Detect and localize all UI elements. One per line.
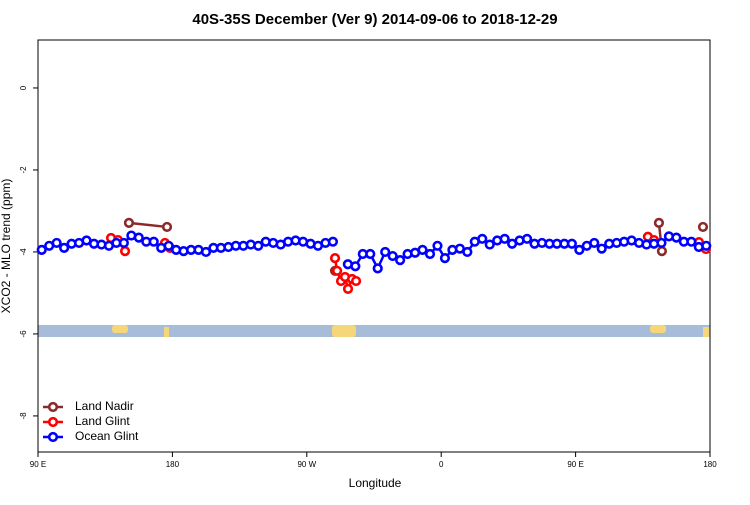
land-patch [112, 325, 128, 333]
data-point [432, 240, 443, 251]
y-tick-label: -8 [19, 412, 28, 420]
data-point [395, 255, 406, 266]
data-point [566, 238, 577, 249]
legend-marker [47, 401, 59, 413]
legend-item: Land Glint [43, 414, 130, 428]
legend-label: Ocean Glint [75, 429, 139, 443]
data-point [671, 232, 682, 243]
x-tick-label: 90 E [30, 460, 46, 469]
data-point [163, 240, 174, 251]
data-point [653, 217, 665, 228]
y-axis-label: XCO2 - MLO trend (ppm) [0, 179, 13, 314]
legend-marker [47, 431, 59, 443]
legend-item: Land Nadir [43, 399, 134, 413]
data-point [574, 244, 585, 255]
data-point [200, 246, 212, 258]
data-point [327, 236, 339, 247]
data-point [596, 243, 607, 254]
data-point [499, 233, 510, 244]
data-point [148, 236, 159, 247]
data-point [477, 233, 488, 244]
map-strip [38, 325, 710, 337]
legend-item: Ocean Glint [43, 429, 139, 443]
land-patch [703, 327, 710, 337]
data-point [133, 232, 144, 243]
y-tick-label: -2 [19, 166, 28, 174]
series-line [128, 221, 168, 229]
data-point [424, 248, 436, 260]
y-tick-label: 0 [19, 85, 28, 90]
y-tick-label: -6 [19, 330, 28, 338]
data-point [118, 237, 129, 249]
data-point [462, 246, 473, 258]
chart-title: 40S-35S December (Ver 9) 2014-09-06 to 2… [192, 11, 557, 28]
data-point [686, 236, 697, 247]
legend-label: Land Glint [75, 414, 130, 428]
land-patch [332, 325, 356, 337]
land-patch [164, 327, 169, 337]
data-point [417, 244, 428, 255]
data-point [119, 246, 131, 257]
y-tick-label: -4 [19, 248, 28, 256]
data-point [253, 240, 264, 251]
data-point [350, 275, 362, 287]
data-point [342, 283, 354, 294]
data-point [332, 265, 343, 276]
data-point [656, 246, 668, 257]
legend-marker [47, 416, 59, 428]
data-point [589, 237, 600, 249]
x-axis-label: Longitude [349, 476, 402, 490]
data-point [329, 252, 341, 264]
data-point [350, 261, 361, 272]
data-point [656, 237, 667, 249]
x-tick-label: 90 E [567, 460, 583, 469]
data-point [697, 221, 709, 233]
data-point [521, 233, 533, 244]
x-tick-label: 0 [439, 460, 444, 469]
data-point [701, 240, 712, 251]
data-point [365, 248, 376, 260]
data-point [59, 242, 70, 253]
data-point [123, 217, 135, 228]
ocean-strip [38, 325, 710, 337]
legend-label: Land Nadir [75, 399, 134, 413]
x-tick-label: 180 [703, 460, 717, 469]
x-tick-label: 180 [166, 460, 180, 469]
x-tick-label: 90 W [297, 460, 316, 469]
series [36, 230, 712, 274]
data-point [387, 250, 398, 262]
land-patch [650, 325, 666, 333]
data-point [380, 246, 391, 258]
data-point [161, 221, 173, 233]
data-point [36, 244, 47, 255]
data-point [439, 252, 451, 264]
data-point [372, 263, 383, 274]
data-point [51, 237, 62, 249]
data-point [484, 239, 495, 250]
